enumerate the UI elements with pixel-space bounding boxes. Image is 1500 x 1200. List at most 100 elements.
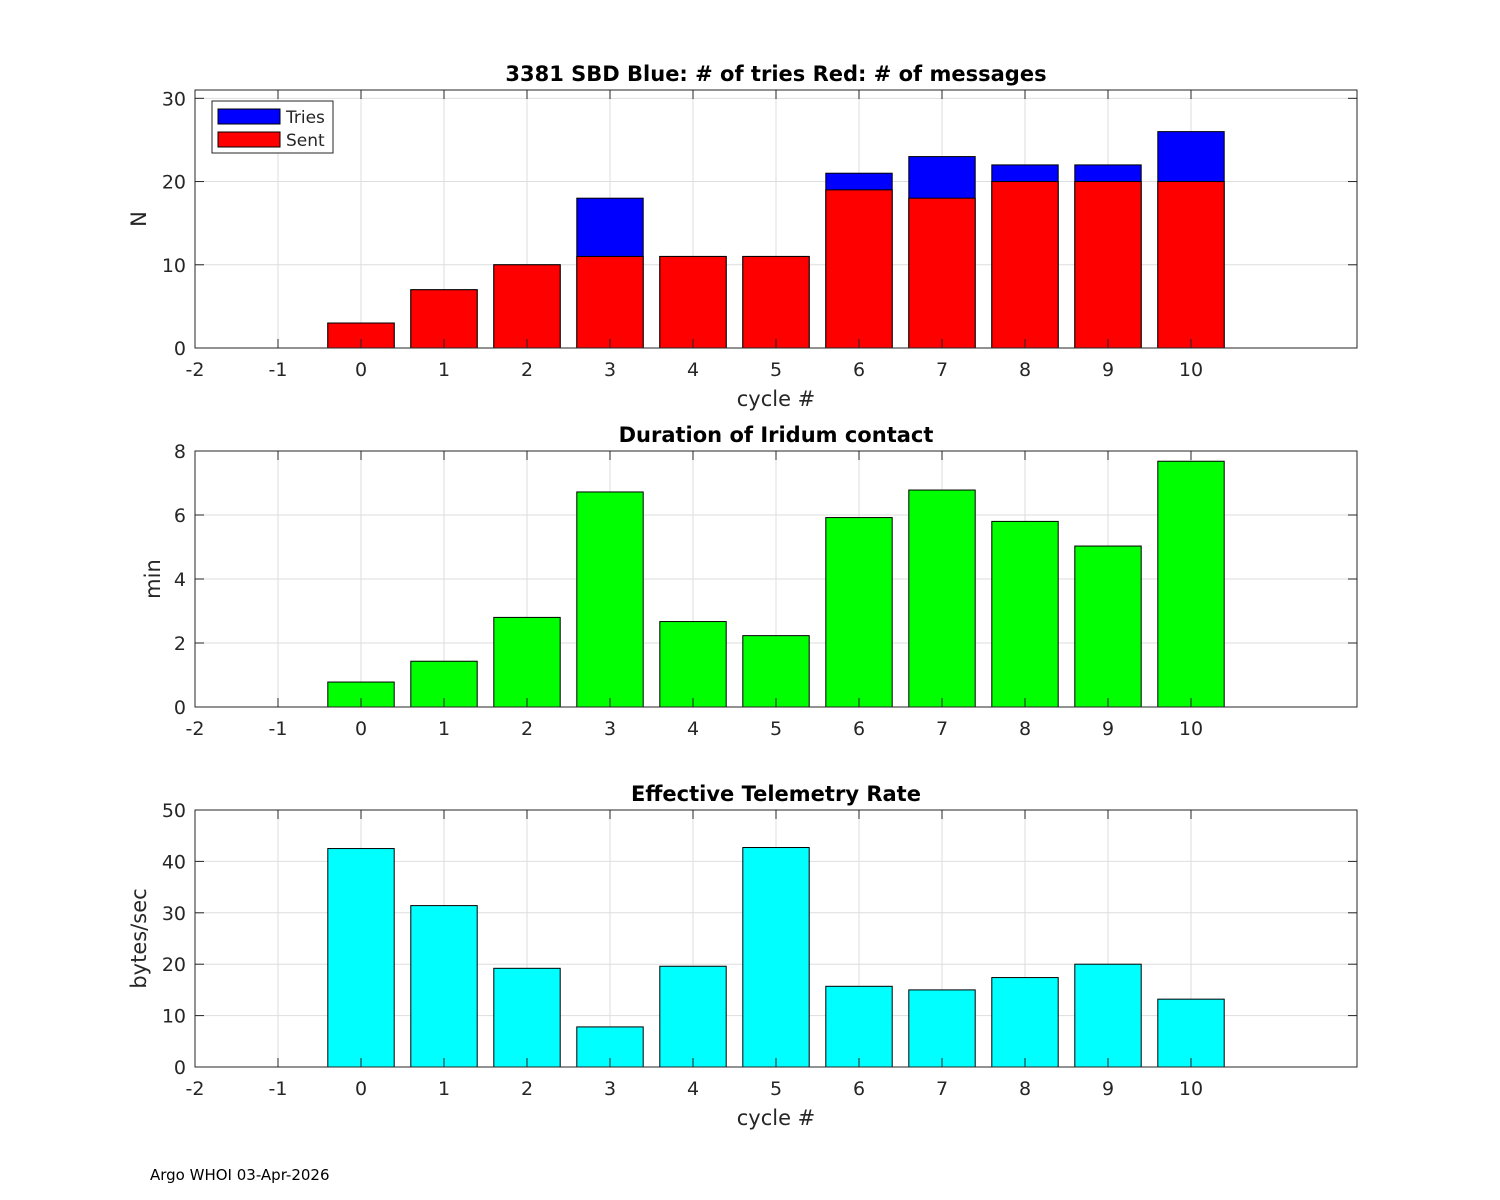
y-tick-label: 0 <box>174 338 186 360</box>
x-tick-label: 5 <box>770 1078 782 1100</box>
x-tick-label: 10 <box>1179 1078 1203 1100</box>
y-tick-label: 50 <box>162 800 186 822</box>
chart-panel-3: -2 -1 0 1 2 3 4 5 6 7 8 9 10 0 10 20 30 40 50 Effective Tel… <box>127 782 1358 1130</box>
x-axis-label: cycle # <box>737 387 816 411</box>
x-tick-label: 3 <box>604 718 616 740</box>
footer-label: Argo WHOI 03-Apr-2026 <box>150 1166 330 1184</box>
bar-cycle-6 <box>825 985 893 1068</box>
bar-cycle-4 <box>659 621 727 708</box>
y-tick-label: 8 <box>174 441 186 463</box>
bar-cycle-9 <box>1074 963 1142 1068</box>
legend-swatch-tries <box>217 108 281 125</box>
y-tick-label: 0 <box>174 697 186 719</box>
x-tick-label: 7 <box>936 359 948 381</box>
x-tick-label: -1 <box>269 718 288 740</box>
bar-cycle-6 <box>825 517 893 708</box>
x-tick-label: 1 <box>438 359 450 381</box>
x-tick-label: 3 <box>604 1078 616 1100</box>
x-tick-label: 4 <box>687 1078 699 1100</box>
x-tick-label: 2 <box>521 718 533 740</box>
chart-title: 3381 SBD Blue: # of tries Red: # of mess… <box>505 62 1046 86</box>
bar-sent-cycle-7 <box>908 197 976 349</box>
bar-cycle-1 <box>410 905 478 1068</box>
x-tick-label: 2 <box>521 1078 533 1100</box>
bar-cycle-7 <box>908 489 976 708</box>
bar-cycle-10 <box>1157 460 1225 708</box>
chart-panel-2: -2 -1 0 1 2 3 4 5 6 7 8 9 10 0 2 4 6 8 Duration of Iridum … <box>141 423 1358 740</box>
x-tick-label: 4 <box>687 718 699 740</box>
legend-label-tries: Tries <box>285 108 325 128</box>
bar-cycle-4 <box>659 965 727 1068</box>
y-axis-label: min <box>141 559 165 599</box>
x-tick-label: 6 <box>853 718 865 740</box>
x-tick-label: 9 <box>1102 718 1114 740</box>
x-tick-label: 10 <box>1179 359 1203 381</box>
x-tick-label: 8 <box>1019 359 1031 381</box>
x-tick-label: 9 <box>1102 1078 1114 1100</box>
bar-sent-cycle-3 <box>576 255 644 349</box>
x-tick-label: 8 <box>1019 1078 1031 1100</box>
x-tick-label: 2 <box>521 359 533 381</box>
x-tick-label: -2 <box>186 359 205 381</box>
y-tick-label: 30 <box>162 903 186 925</box>
x-tick-label: 3 <box>604 359 616 381</box>
y-axis-label: bytes/sec <box>127 888 151 988</box>
x-tick-label: 6 <box>853 359 865 381</box>
y-tick-label: 20 <box>162 954 186 976</box>
y-tick-label: 40 <box>162 851 186 873</box>
bar-cycle-8 <box>991 977 1059 1068</box>
x-tick-label: -2 <box>186 718 205 740</box>
x-tick-label: 1 <box>438 718 450 740</box>
bar-cycle-10 <box>1157 998 1225 1068</box>
bar-cycle-3 <box>576 491 644 708</box>
x-tick-label: 10 <box>1179 718 1203 740</box>
x-tick-label: -1 <box>269 1078 288 1100</box>
legend-swatch-sent <box>217 131 281 148</box>
x-tick-label: 6 <box>853 1078 865 1100</box>
x-tick-label: -2 <box>186 1078 205 1100</box>
legend: Tries Sent <box>211 100 334 154</box>
y-tick-label: 2 <box>174 633 186 655</box>
chart-panel-1: -2 -1 0 1 2 3 4 5 6 7 8 9 10 0 10 20 30 3381 SBD Blue: # … <box>127 62 1358 411</box>
x-axis-label: cycle # <box>737 1106 816 1130</box>
legend-label-sent: Sent <box>286 131 325 151</box>
bar-sent-cycle-5 <box>742 255 810 349</box>
y-tick-label: 6 <box>174 505 186 527</box>
bar-cycle-2 <box>493 616 561 708</box>
bar-cycle-0 <box>327 681 395 708</box>
x-tick-label: 5 <box>770 718 782 740</box>
bar-sent-cycle-9 <box>1074 181 1142 349</box>
bar-cycle-9 <box>1074 545 1142 708</box>
x-tick-label: -1 <box>269 359 288 381</box>
bar-sent-cycle-4 <box>659 255 727 349</box>
chart-title: Duration of Iridum contact <box>619 423 934 447</box>
bar-sent-cycle-6 <box>825 189 893 349</box>
x-tick-label: 0 <box>355 718 367 740</box>
x-tick-label: 9 <box>1102 359 1114 381</box>
y-tick-label: 20 <box>162 172 186 194</box>
x-tick-label: 4 <box>687 359 699 381</box>
x-tick-label: 1 <box>438 1078 450 1100</box>
bar-sent-cycle-10 <box>1157 181 1225 349</box>
bar-cycle-5 <box>742 635 810 708</box>
x-tick-label: 7 <box>936 718 948 740</box>
x-tick-label: 5 <box>770 359 782 381</box>
y-tick-label: 0 <box>174 1057 186 1079</box>
bar-sent-cycle-1 <box>410 289 478 349</box>
y-axis-label: N <box>127 211 151 227</box>
bar-sent-cycle-2 <box>493 264 561 349</box>
chart-title: Effective Telemetry Rate <box>631 782 921 806</box>
y-tick-label: 4 <box>174 569 186 591</box>
bar-cycle-8 <box>991 520 1059 708</box>
bar-cycle-7 <box>908 989 976 1068</box>
x-tick-label: 0 <box>355 1078 367 1100</box>
y-tick-label: 30 <box>162 88 186 110</box>
bar-cycle-0 <box>327 848 395 1068</box>
bar-cycle-5 <box>742 847 810 1068</box>
x-tick-label: 0 <box>355 359 367 381</box>
x-tick-label: 8 <box>1019 718 1031 740</box>
bar-sent-cycle-8 <box>991 181 1059 349</box>
x-tick-label: 7 <box>936 1078 948 1100</box>
y-tick-label: 10 <box>162 1006 186 1028</box>
y-tick-label: 10 <box>162 255 186 277</box>
